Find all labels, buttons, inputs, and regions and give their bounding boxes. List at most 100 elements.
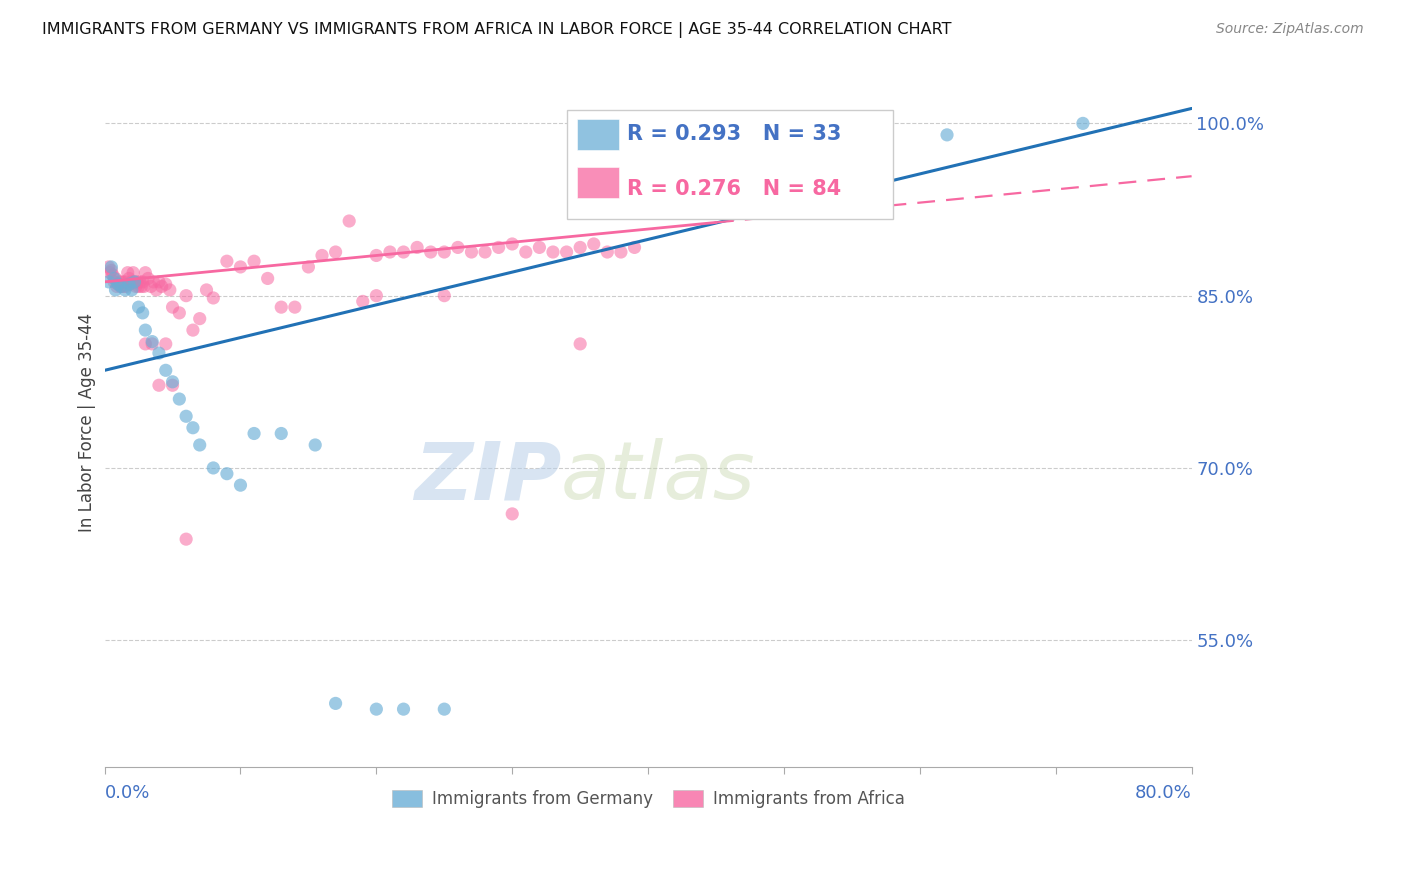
Point [97,260,120,274]
Point [104,283,127,297]
FancyBboxPatch shape [578,119,619,150]
Point [569,337,592,351]
Point [105,279,128,293]
Point [596,245,619,260]
Point [215,467,238,481]
Point [118,271,141,285]
Point [174,409,197,424]
Point [141,334,163,349]
Point [162,300,184,314]
Point [132,279,155,293]
Point [169,392,191,406]
Point [108,275,131,289]
Point [325,245,347,260]
Y-axis label: In Labor Force | Age 35-44: In Labor Force | Age 35-44 [79,312,96,532]
Point [139,279,162,293]
Text: ZIP: ZIP [413,438,561,516]
Point [125,279,148,293]
Point [98,266,121,280]
Point [366,248,388,262]
Point [366,702,388,716]
Point [366,288,388,302]
Point [155,337,177,351]
Point [181,421,204,435]
Point [148,346,170,360]
Point [118,277,141,292]
Point [174,288,197,302]
Point [114,283,136,297]
Point [936,128,959,142]
Point [623,240,645,254]
Point [270,300,292,314]
Point [162,378,184,392]
Point [169,306,191,320]
Point [97,275,120,289]
Point [107,277,129,292]
Point [582,237,605,252]
Point [128,279,150,293]
Point [392,702,415,716]
Point [529,240,551,254]
Point [352,294,374,309]
Point [103,275,125,289]
Point [103,271,125,285]
Point [433,245,456,260]
Point [122,266,145,280]
Point [488,240,510,254]
Point [378,245,401,260]
Text: R = 0.293   N = 33: R = 0.293 N = 33 [627,124,842,145]
Point [474,245,496,260]
Point [134,323,156,337]
Point [174,532,197,546]
Text: 0.0%: 0.0% [104,784,150,802]
Point [142,275,165,289]
Point [115,279,138,293]
Point [229,478,252,492]
Text: atlas: atlas [561,438,756,516]
Text: R = 0.276   N = 84: R = 0.276 N = 84 [627,179,842,200]
Point [569,240,592,254]
Point [141,337,163,351]
Point [419,245,441,260]
Point [134,337,156,351]
Point [127,275,149,289]
Point [100,263,122,277]
Point [148,275,170,289]
Point [136,271,159,285]
Point [188,311,211,326]
Point [155,277,177,292]
Point [270,426,292,441]
Point [110,279,132,293]
Point [202,461,225,475]
Point [501,237,523,252]
Point [1071,116,1094,130]
Point [120,277,142,292]
Point [202,291,225,305]
Point [131,275,153,289]
Point [243,254,266,268]
FancyBboxPatch shape [578,167,619,198]
Point [162,375,184,389]
Point [229,260,252,274]
Point [110,279,132,293]
Point [610,245,633,260]
Point [111,275,134,289]
Point [541,245,564,260]
Point [433,702,456,716]
Point [433,288,456,302]
Point [112,279,135,293]
Legend: Immigrants from Germany, Immigrants from Africa: Immigrants from Germany, Immigrants from… [385,783,911,814]
Point [284,300,307,314]
Point [304,438,326,452]
Point [155,363,177,377]
Point [124,275,146,289]
Point [159,283,181,297]
Point [406,240,429,254]
Point [460,245,482,260]
Point [101,268,124,282]
Point [515,245,537,260]
Point [297,260,319,274]
Point [195,283,218,297]
Point [181,323,204,337]
Text: IMMIGRANTS FROM GERMANY VS IMMIGRANTS FROM AFRICA IN LABOR FORCE | AGE 35-44 COR: IMMIGRANTS FROM GERMANY VS IMMIGRANTS FR… [42,22,952,38]
